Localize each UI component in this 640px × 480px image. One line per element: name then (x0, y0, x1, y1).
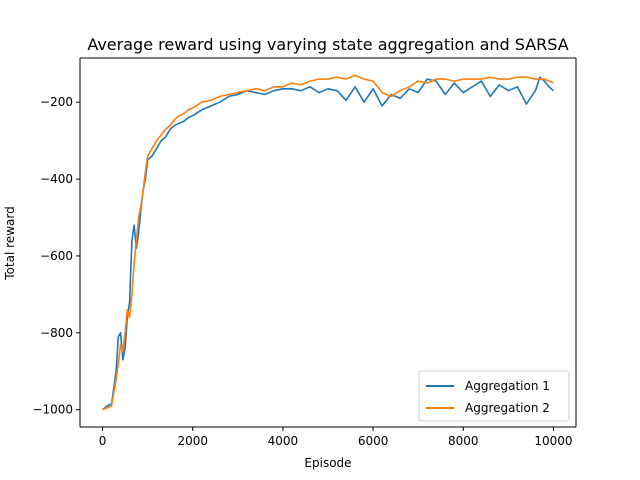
x-tick-label: 4000 (268, 434, 299, 448)
x-tick-label: 10000 (534, 434, 572, 448)
plot-area (80, 58, 576, 427)
y-tick-label: −800 (40, 326, 73, 340)
legend-label-aggregation-1: Aggregation 1 (465, 379, 550, 393)
series-line-1 (101, 76, 555, 411)
legend-frame (418, 370, 570, 422)
axes-spines (79, 57, 577, 428)
y-tick-label: −200 (40, 95, 73, 109)
y-tick-label: −1000 (32, 403, 73, 417)
x-axis-label: Episode (304, 456, 351, 470)
chart-title: Average reward using varying state aggre… (87, 35, 568, 54)
legend-label-aggregation-2: Aggregation 2 (465, 401, 550, 415)
x-tick-label: 8000 (448, 434, 479, 448)
legend: Aggregation 1 Aggregation 2 (418, 370, 570, 422)
series-line-2 (102, 74, 554, 411)
y-tick-label: −600 (40, 249, 73, 263)
x-tick-label: 0 (99, 434, 107, 448)
series-layer (101, 74, 555, 411)
x-axis-ticks: 0 2000 4000 6000 8000 10000 (99, 427, 573, 448)
x-tick-label: 6000 (358, 434, 389, 448)
y-axis-ticks: −1000 −800 −600 −400 −200 (32, 95, 80, 417)
x-tick-label: 2000 (177, 434, 208, 448)
y-tick-label: −400 (40, 172, 73, 186)
y-axis-label: Total reward (3, 206, 17, 280)
